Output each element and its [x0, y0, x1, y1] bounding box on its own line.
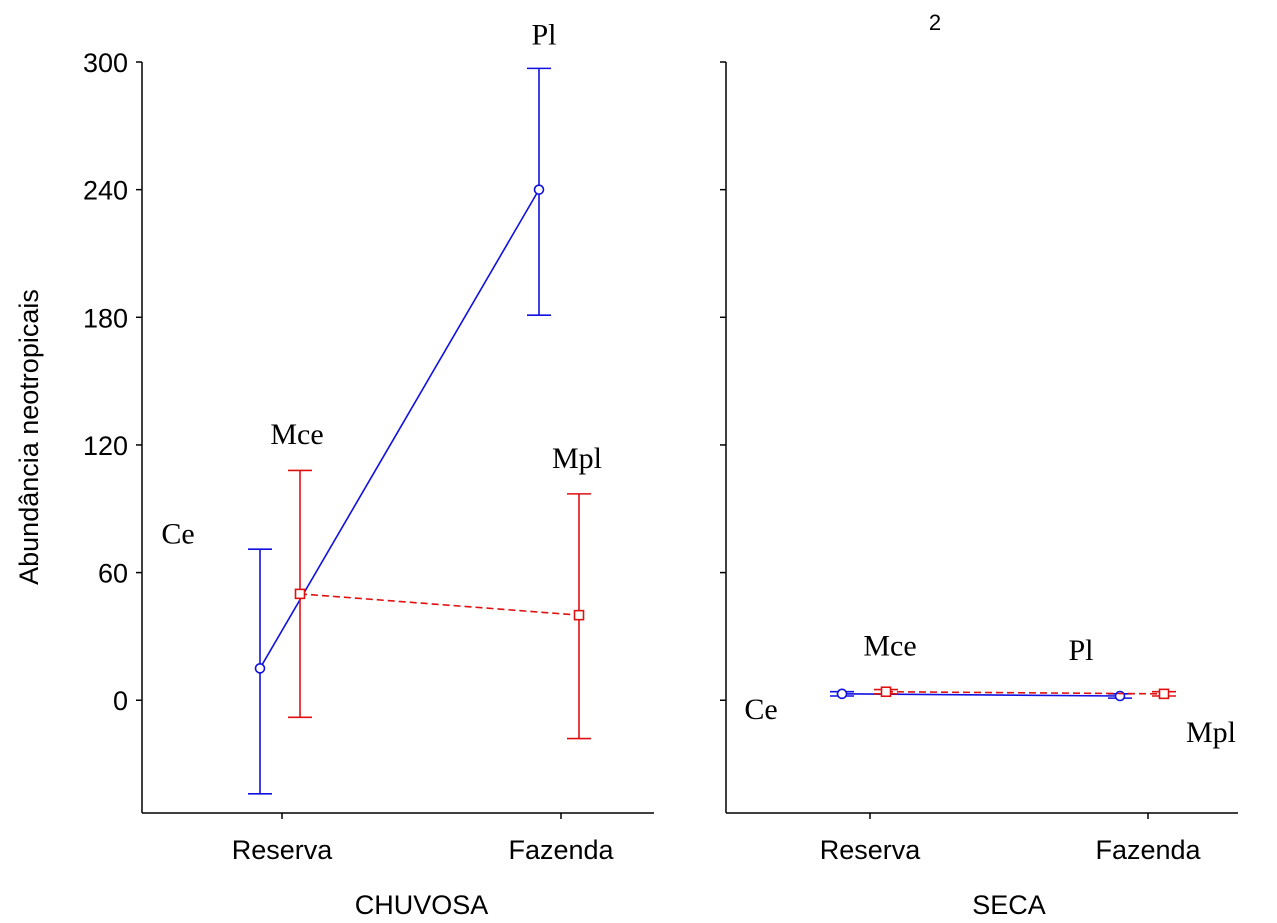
- x-tick-label: Reserva: [820, 835, 922, 865]
- point-label: Ce: [744, 693, 777, 726]
- panels-group: 0 60 120 180 240 300 Reserva Fazenda CHUVOSA Ce Pl…: [83, 19, 1238, 920]
- series-line: [299, 593, 580, 616]
- point-label: Pl: [1068, 634, 1093, 667]
- point-label: Ce: [161, 517, 194, 550]
- y-axis-label: Abundância neotropicais: [14, 289, 44, 585]
- x-tick-label: Fazenda: [1095, 835, 1201, 865]
- data-point: [294, 588, 306, 600]
- data-point: [254, 663, 266, 674]
- data-point: [880, 686, 892, 698]
- point-label: Mpl: [1186, 716, 1236, 749]
- data-point: [533, 184, 545, 195]
- y-tick-label: 300: [83, 48, 128, 78]
- y-tick-label: 120: [83, 431, 128, 461]
- point-label: Pl: [531, 19, 556, 52]
- chart-title: 2: [929, 10, 941, 35]
- series-line: [259, 189, 540, 669]
- panel-label: CHUVOSA: [355, 890, 489, 920]
- y-tick-label: 180: [83, 303, 128, 333]
- x-tick-label: Reserva: [232, 835, 334, 865]
- point-label: Mce: [270, 418, 323, 451]
- panel-label: SECA: [972, 890, 1046, 920]
- data-point: [836, 688, 848, 700]
- data-point: [573, 609, 585, 621]
- data-point: [1158, 688, 1170, 700]
- point-label: Mce: [863, 630, 916, 663]
- y-tick-label: 240: [83, 176, 128, 206]
- series-line: [885, 690, 1165, 695]
- panel-chuvosa: 0 60 120 180 240 300 Reserva Fazenda CHUVOSA Ce Pl…: [83, 19, 654, 920]
- panel-seca: Reserva Fazenda SECA Ce Pl Mce Mpl: [720, 61, 1238, 920]
- y-tick-label: 60: [98, 559, 128, 589]
- point-label: Mpl: [552, 442, 602, 475]
- y-tick-label: 0: [113, 686, 128, 716]
- x-tick-label: Fazenda: [508, 835, 614, 865]
